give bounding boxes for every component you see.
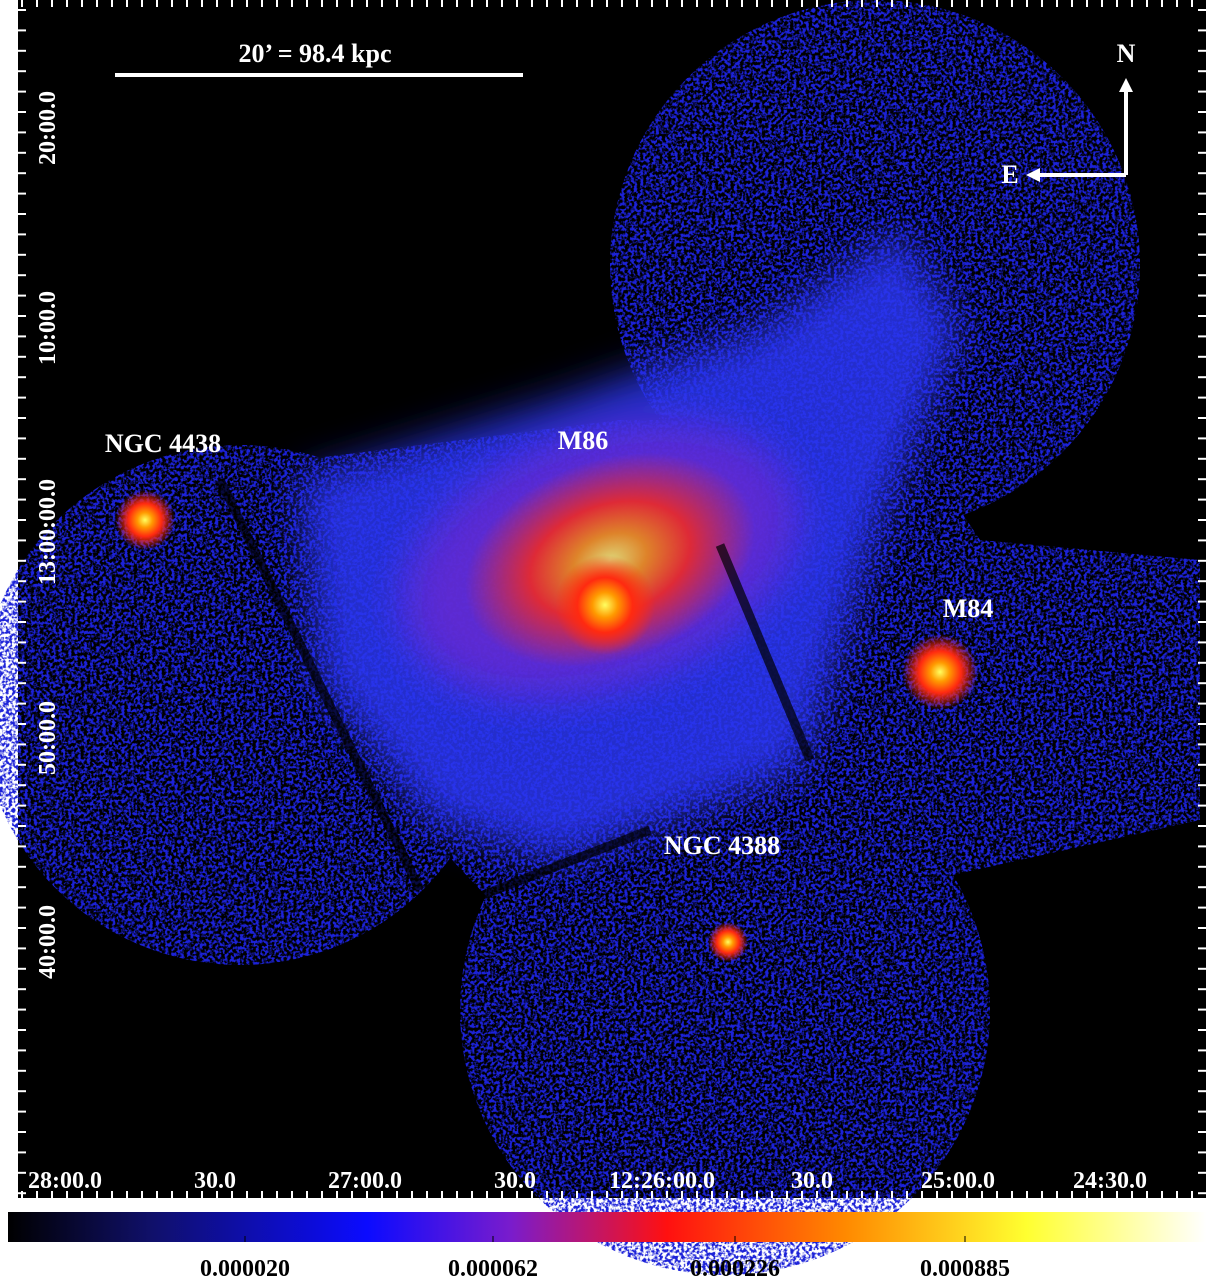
- colorbar: [8, 1212, 1206, 1242]
- colorbar-label: 0.000020: [200, 1256, 290, 1282]
- object-label: M84: [943, 594, 994, 623]
- x-tick-label: 30.0: [791, 1168, 833, 1194]
- x-tick-label: 25:00.0: [921, 1168, 995, 1194]
- scale-bar-label: 20’ = 98.4 kpc: [238, 39, 391, 68]
- x-tick-label: 28:00.0: [28, 1168, 102, 1194]
- x-tick-label: 24:30.0: [1073, 1168, 1147, 1194]
- y-tick-label: 20:00.0: [35, 91, 61, 165]
- y-tick-label: 10:00.0: [35, 291, 61, 365]
- object-label: NGC 4388: [664, 831, 780, 860]
- x-tick-label: 27:00.0: [328, 1168, 402, 1194]
- object-label: M86: [558, 426, 609, 455]
- compass-east: E: [1001, 160, 1018, 189]
- colorbar-label: 0.000062: [448, 1256, 538, 1282]
- x-tick-label: 30.0: [494, 1168, 536, 1194]
- object-label: NGC 4438: [105, 429, 221, 458]
- x-tick-label: 30.0: [194, 1168, 236, 1194]
- page: 20’ = 98.4 kpc N E NGC 4438 M86 M84 NGC 438…: [0, 0, 1206, 1284]
- y-tick-label: 13:00:00.0: [35, 479, 61, 585]
- colorbar-label: 0.000226: [690, 1256, 780, 1282]
- x-tick-label: 12:26:00.0: [609, 1168, 715, 1194]
- colorbar-label: 0.000885: [920, 1256, 1010, 1282]
- y-tick-label: 40:00.0: [35, 905, 61, 979]
- y-tick-label: 50:00.0: [35, 701, 61, 775]
- compass-north: N: [1117, 39, 1136, 68]
